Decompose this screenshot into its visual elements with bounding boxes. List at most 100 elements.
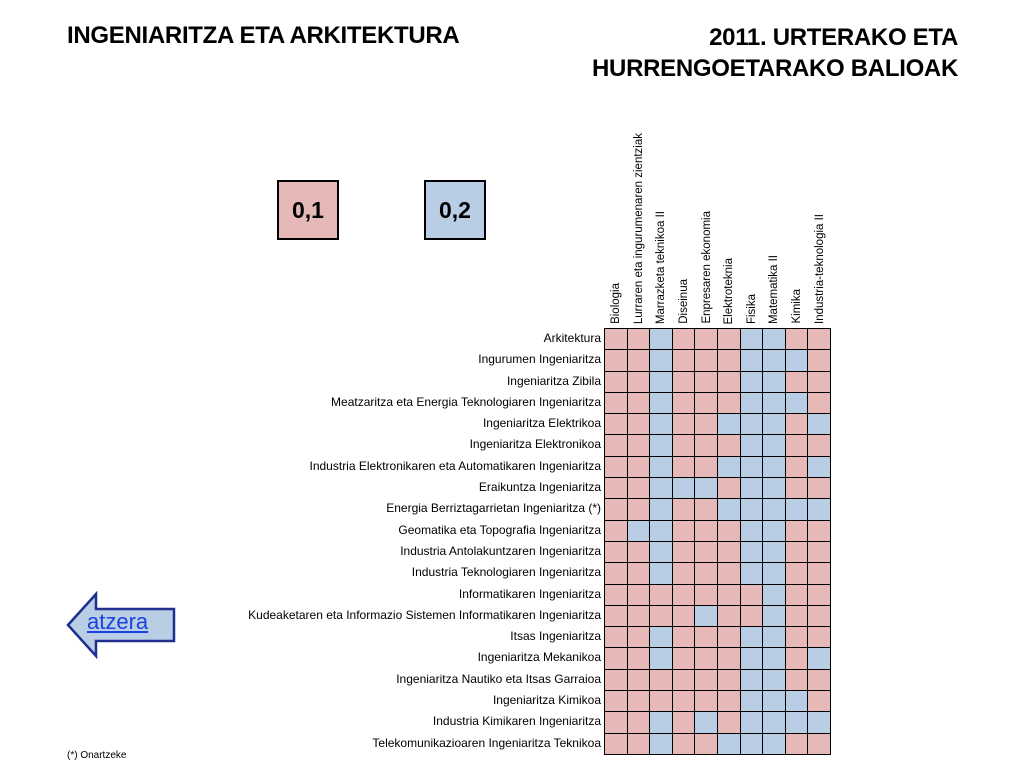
matrix-cell — [672, 605, 695, 627]
matrix-cell — [605, 414, 627, 435]
matrix-cell — [740, 456, 763, 478]
matrix-cell — [808, 350, 830, 371]
matrix-cell — [785, 392, 808, 414]
column-header-label: Fisika — [745, 293, 758, 324]
matrix-cell — [650, 669, 672, 691]
matrix-cell — [717, 414, 740, 435]
back-link-label[interactable]: atzera — [87, 609, 149, 634]
matrix-cell — [717, 563, 740, 584]
row-label: Ingeniaritza Elektronikoa — [469, 437, 601, 452]
matrix-cell — [627, 329, 650, 350]
column-header: Diseinua — [673, 90, 696, 326]
matrix-cell — [717, 350, 740, 371]
matrix-cell — [605, 499, 627, 520]
back-button[interactable]: atzera — [66, 591, 178, 659]
matrix-cell — [740, 712, 763, 733]
matrix-cell — [650, 478, 672, 499]
matrix-cell — [763, 584, 785, 605]
legend-weight-01: 0,1 — [277, 180, 339, 240]
matrix-cell — [672, 669, 695, 691]
weight-matrix — [604, 328, 831, 755]
matrix-cell — [650, 520, 672, 541]
matrix-cell — [695, 712, 717, 733]
matrix-cell — [672, 733, 695, 754]
matrix-cell — [672, 691, 695, 712]
matrix-cell — [717, 435, 740, 456]
row-label: Energia Berriztagarrietan Ingeniaritza (… — [386, 501, 601, 516]
matrix-cell — [740, 669, 763, 691]
matrix-cell — [672, 414, 695, 435]
row-label: Industria Antolakuntzaren Ingeniaritza — [400, 543, 601, 558]
matrix-cell — [717, 691, 740, 712]
matrix-cell — [740, 627, 763, 648]
matrix-cell — [785, 329, 808, 350]
matrix-cell — [672, 648, 695, 669]
row-label: Itsas Ingeniaritza — [510, 629, 601, 644]
matrix-cell — [605, 392, 627, 414]
column-header-label: Diseinua — [678, 279, 691, 324]
matrix-cell — [785, 733, 808, 754]
matrix-cell — [650, 584, 672, 605]
matrix-cell — [763, 456, 785, 478]
matrix-cell — [740, 648, 763, 669]
matrix-cell — [717, 733, 740, 754]
row-label: Telekomunikazioaren Ingeniaritza Tekniko… — [372, 735, 601, 750]
matrix-cell — [650, 371, 672, 392]
matrix-cell — [808, 478, 830, 499]
matrix-cell — [672, 371, 695, 392]
matrix-cell — [627, 541, 650, 563]
matrix-cell — [717, 712, 740, 733]
matrix-cell — [808, 648, 830, 669]
matrix-cell — [650, 435, 672, 456]
matrix-cell — [627, 605, 650, 627]
matrix-cell — [650, 499, 672, 520]
column-header-label: Lurraren eta ingurumenaren zientziak — [632, 132, 645, 324]
matrix-cell — [695, 584, 717, 605]
column-header: Kimika — [786, 90, 809, 326]
matrix-cell — [763, 499, 785, 520]
matrix-cell — [695, 414, 717, 435]
matrix-cell — [627, 627, 650, 648]
back-arrow-icon — [66, 591, 176, 659]
matrix-cell — [808, 712, 830, 733]
matrix-cell — [627, 712, 650, 733]
row-label: Ingeniaritza Zibila — [506, 373, 601, 388]
matrix-cell — [763, 329, 785, 350]
matrix-cell — [740, 329, 763, 350]
column-header: Industria-teknologia II — [808, 90, 831, 326]
matrix-cell — [627, 733, 650, 754]
matrix-cell — [605, 733, 627, 754]
matrix-cell — [808, 669, 830, 691]
matrix-cell — [740, 563, 763, 584]
matrix-cell — [717, 499, 740, 520]
matrix-cell — [627, 499, 650, 520]
matrix-cell — [763, 691, 785, 712]
matrix-cell — [717, 456, 740, 478]
column-header: Elektroteknia — [718, 90, 741, 326]
matrix-cell — [672, 499, 695, 520]
matrix-cell — [650, 627, 672, 648]
matrix-cell — [763, 392, 785, 414]
matrix-cell — [808, 691, 830, 712]
matrix-cell — [717, 541, 740, 563]
matrix-cell — [672, 329, 695, 350]
matrix-cell — [785, 499, 808, 520]
matrix-cell — [605, 648, 627, 669]
matrix-cell — [808, 563, 830, 584]
matrix-cell — [763, 648, 785, 669]
column-header-label: Industria-teknologia II — [813, 214, 826, 324]
matrix-cell — [650, 541, 672, 563]
matrix-cell — [785, 627, 808, 648]
matrix-cell — [695, 371, 717, 392]
matrix-cell — [672, 584, 695, 605]
matrix-cell — [650, 733, 672, 754]
matrix-cell — [808, 627, 830, 648]
matrix-cell — [785, 563, 808, 584]
column-header: Lurraren eta ingurumenaren zientziak — [628, 90, 651, 326]
row-label: Geomatika eta Topografia Ingeniaritza — [398, 522, 601, 537]
matrix-cell — [785, 584, 808, 605]
matrix-cell — [695, 627, 717, 648]
matrix-cell — [717, 329, 740, 350]
matrix-cell — [763, 435, 785, 456]
matrix-cell — [740, 520, 763, 541]
